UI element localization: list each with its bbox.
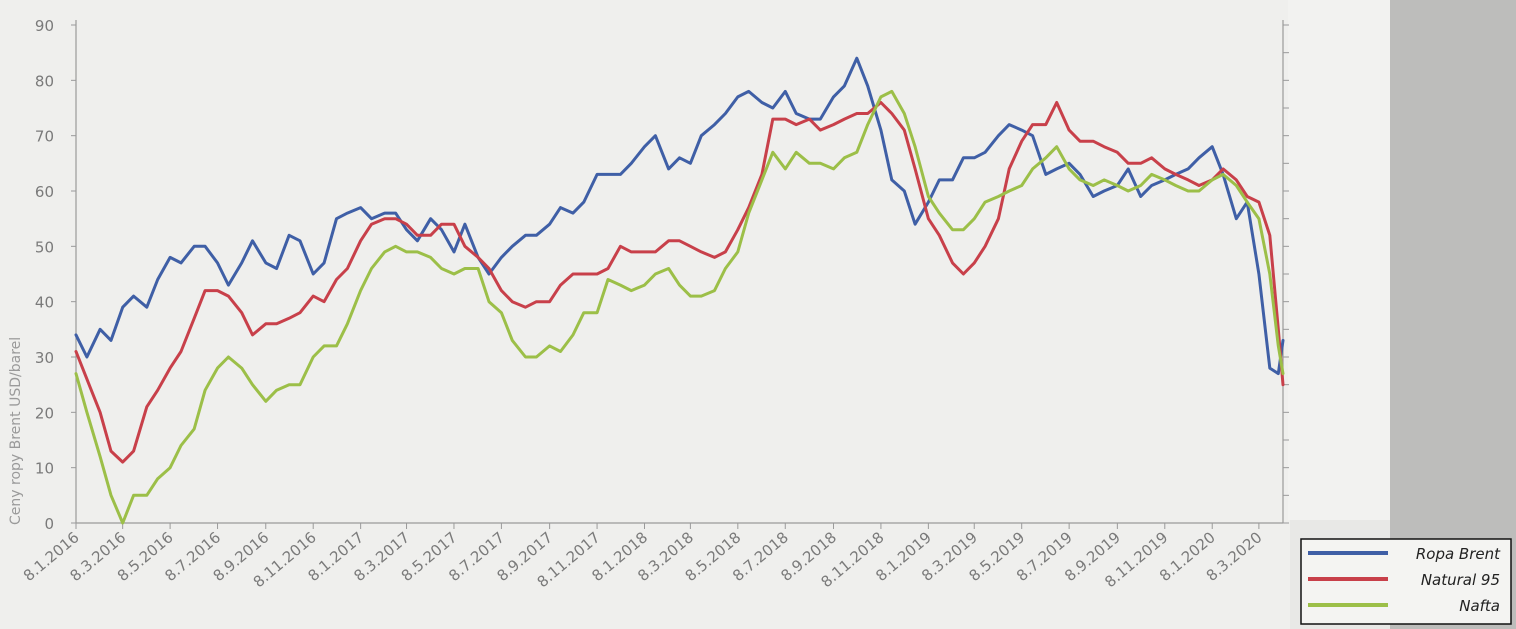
y-axis-label: Ceny ropy Brent USD/barel [8, 337, 24, 525]
series-lines [74, 56, 1285, 525]
legend-label: Natural 95 [1421, 571, 1500, 589]
y-tick-label: 40 [35, 294, 54, 312]
axes [75, 20, 1284, 524]
y-tick-label: 90 [35, 17, 54, 35]
series-line-nafta [74, 89, 1285, 525]
y-tick-label: 20 [35, 404, 54, 422]
legend-items: Ropa Brent Natural 95 Nafta [1308, 545, 1501, 615]
y-tick-label: 60 [35, 183, 54, 201]
y-tick-label: 10 [35, 460, 54, 478]
legend-label: Nafta [1459, 597, 1500, 615]
y-axis-ticks: 0 10 20 30 40 50 60 70 80 90 [35, 17, 1289, 533]
y-tick-label: 80 [35, 72, 54, 90]
plot-background [0, 0, 1290, 629]
legend: Ropa Brent Natural 95 Nafta [1300, 538, 1512, 625]
series-line-ropa-brent [74, 56, 1285, 376]
shadow-area [1390, 0, 1516, 629]
y-tick-label: 0 [44, 515, 54, 533]
right-panel [1288, 0, 1390, 520]
series-line-natural-95 [74, 101, 1285, 464]
legend-label: Ropa Brent [1416, 545, 1501, 563]
y-tick-label: 30 [35, 349, 54, 367]
y-tick-label: 70 [35, 128, 54, 146]
y-tick-label: 50 [35, 238, 54, 256]
